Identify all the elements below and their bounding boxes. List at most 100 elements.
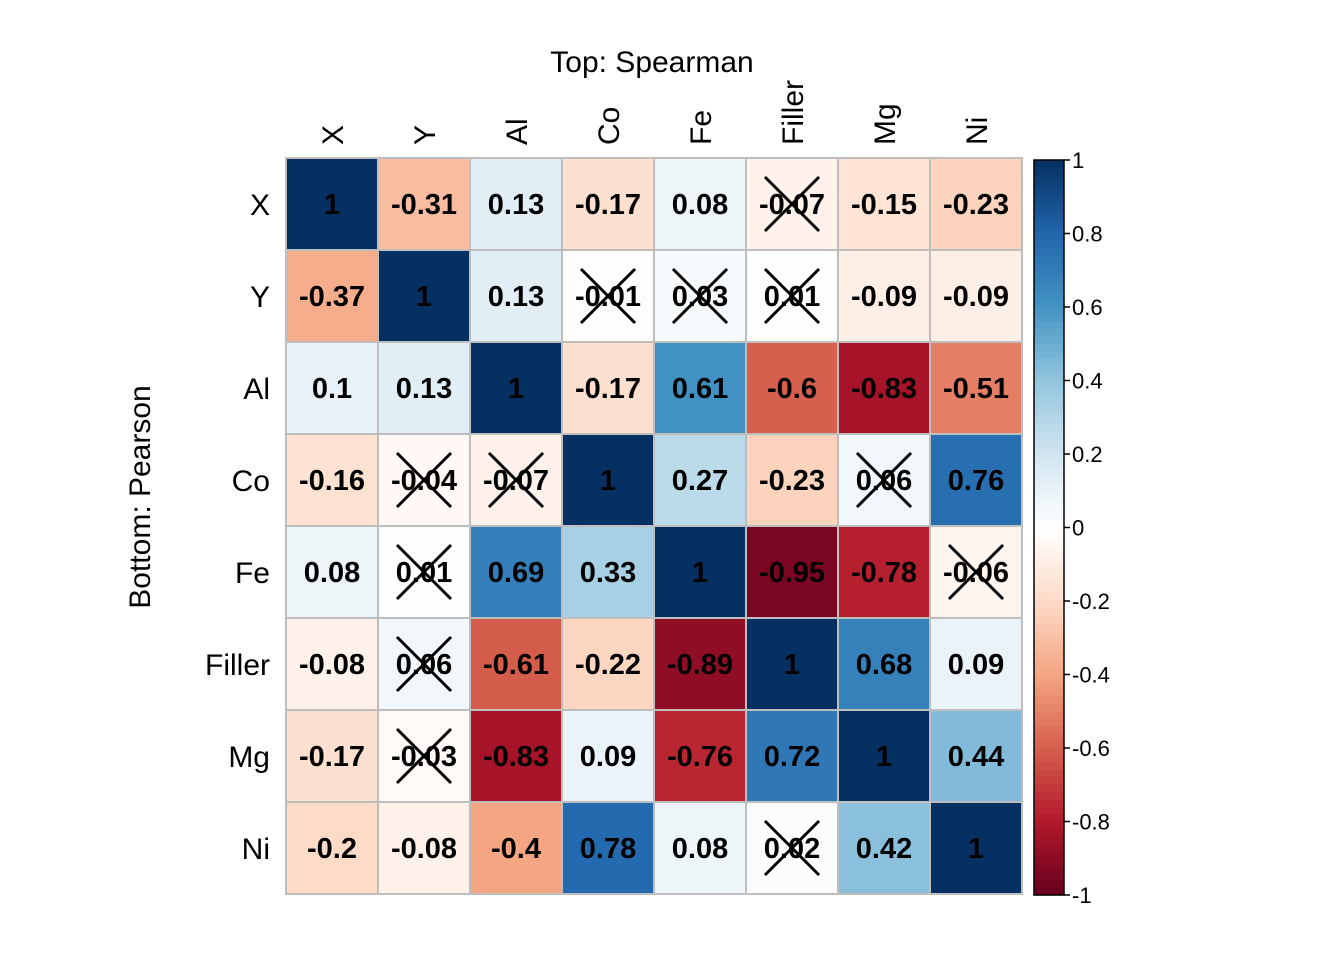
cell-value-Ni-Y: -0.08	[391, 833, 457, 865]
cell-Al-Co	[561, 341, 655, 435]
cell-value-Co-Co: 1	[600, 465, 616, 497]
cross-mark-Y-Co	[579, 267, 637, 325]
colorbar-tick-label: -0.4	[1072, 663, 1110, 688]
colorbar-segment	[1034, 505, 1064, 514]
colorbar-segment	[1034, 733, 1064, 742]
cell-Ni-Co	[561, 801, 655, 895]
cell-value-X-Al: 0.13	[488, 189, 544, 221]
colorbar-tick-label: 0.8	[1072, 222, 1103, 247]
row-label-Filler: Filler	[205, 649, 270, 682]
cell-Mg-Fe	[653, 709, 747, 803]
colorbar-segment	[1034, 284, 1064, 293]
colorbar-segment	[1034, 476, 1064, 484]
colorbar-segment	[1034, 358, 1064, 367]
cross-mark-Ni-Filler	[763, 819, 821, 877]
colorbar-segment	[1034, 556, 1064, 565]
colorbar-segment	[1034, 196, 1064, 205]
cross-mark-Fe-Y	[395, 543, 453, 601]
cell-value-Al-Al: 1	[508, 373, 524, 405]
cell-value-Fe-Co: 0.33	[580, 557, 636, 589]
left-label: Bottom: Pearson	[124, 385, 157, 608]
row-labels: X Y Al Co Fe Filler Mg Ni	[205, 189, 270, 866]
column-label-Filler: Filler	[777, 80, 810, 145]
colorbar-segment	[1034, 645, 1064, 654]
cell-value-Filler-Co: -0.22	[575, 649, 641, 681]
cell-Fe-Co	[561, 525, 655, 619]
cell-value-Fe-Ni: -0.06	[943, 557, 1009, 589]
cell-Fe-Mg	[837, 525, 931, 619]
colorbar-segment	[1034, 211, 1064, 220]
cell-value-Ni-Co: 0.78	[580, 833, 636, 865]
row-label-Al: Al	[243, 373, 270, 406]
cell-value-Mg-Ni: 0.44	[948, 741, 1004, 773]
cell-Al-Ni	[929, 341, 1023, 435]
cell-value-Filler-Fe: -0.89	[667, 649, 733, 681]
colorbar-segment	[1034, 336, 1064, 345]
cross-stroke	[395, 635, 453, 693]
colorbar-segment	[1034, 689, 1064, 698]
colorbar-segment	[1034, 321, 1064, 330]
column-label-Mg: Mg	[869, 103, 902, 145]
colorbar-segment	[1034, 527, 1064, 536]
cross-mark-Co-Y	[395, 451, 453, 509]
cell-value-Ni-Filler: 0.02	[764, 833, 820, 865]
colorbar-segment	[1034, 417, 1064, 426]
cell-value-Filler-X: -0.08	[299, 649, 365, 681]
heatmap-cells	[285, 157, 1023, 895]
colorbar-segment	[1034, 725, 1064, 734]
cross-mark-Co-Al	[487, 451, 545, 509]
cross-stroke	[947, 543, 1005, 601]
cell-Al-Mg	[837, 341, 931, 435]
cell-Mg-Al	[469, 709, 563, 803]
colorbar-segment	[1034, 167, 1064, 176]
cross-mark-Y-Fe	[671, 267, 729, 325]
cross-stroke	[855, 451, 913, 509]
cell-value-Mg-Fe: -0.76	[667, 741, 733, 773]
cell-Y-Y	[377, 249, 471, 343]
cell-value-Filler-Al: -0.61	[483, 649, 549, 681]
colorbar-segment	[1034, 189, 1064, 198]
cell-Ni-Fe	[653, 801, 747, 895]
colorbar-segment	[1034, 718, 1064, 727]
cell-value-Fe-Filler: -0.95	[759, 557, 825, 589]
column-label-X: X	[317, 125, 350, 145]
colorbar-segment	[1034, 299, 1064, 308]
colorbar-segment	[1034, 542, 1064, 551]
cell-value-Fe-Fe: 1	[692, 557, 708, 589]
colorbar-segment	[1034, 520, 1064, 529]
colorbar-tick-label: -0.6	[1072, 736, 1110, 761]
row-label-Ni: Ni	[242, 833, 270, 866]
colorbar-segment	[1034, 850, 1064, 859]
colorbar-segment	[1034, 314, 1064, 323]
colorbar-segment	[1034, 799, 1064, 808]
colorbar-segment	[1034, 424, 1064, 433]
cell-Filler-Filler	[745, 617, 839, 711]
cell-value-Co-Filler: -0.23	[759, 465, 825, 497]
cell-value-Co-Y: -0.04	[391, 465, 457, 497]
colorbar-segment	[1034, 564, 1064, 573]
cell-Co-Fe	[653, 433, 747, 527]
cell-value-Filler-Ni: 0.09	[948, 649, 1004, 681]
row-label-Mg: Mg	[228, 741, 270, 774]
colorbar-segment	[1034, 814, 1064, 823]
row-label-Co: Co	[232, 465, 270, 498]
row-label-X: X	[250, 189, 270, 222]
cross-stroke	[487, 451, 545, 509]
colorbar-segment	[1034, 703, 1064, 712]
column-label-Y: Y	[409, 125, 442, 145]
colorbar-segment	[1034, 373, 1064, 382]
cell-Fe-Fe	[653, 525, 747, 619]
cell-value-Fe-X: 0.08	[304, 557, 360, 589]
colorbar-segment	[1034, 711, 1064, 720]
colorbar-tick-label: -0.2	[1072, 589, 1110, 614]
cell-value-X-Y: -0.31	[391, 189, 457, 221]
colorbar-segment	[1034, 307, 1064, 315]
colorbar-segment	[1034, 630, 1064, 639]
cell-value-Y-Fe: 0.03	[672, 281, 728, 313]
cell-value-Co-Fe: 0.27	[672, 465, 728, 497]
colorbar-segment	[1034, 821, 1064, 830]
cell-Al-Al	[469, 341, 563, 435]
column-label-Ni: Ni	[961, 117, 994, 145]
colorbar-segment	[1034, 270, 1064, 279]
cell-Filler-Ni	[929, 617, 1023, 711]
